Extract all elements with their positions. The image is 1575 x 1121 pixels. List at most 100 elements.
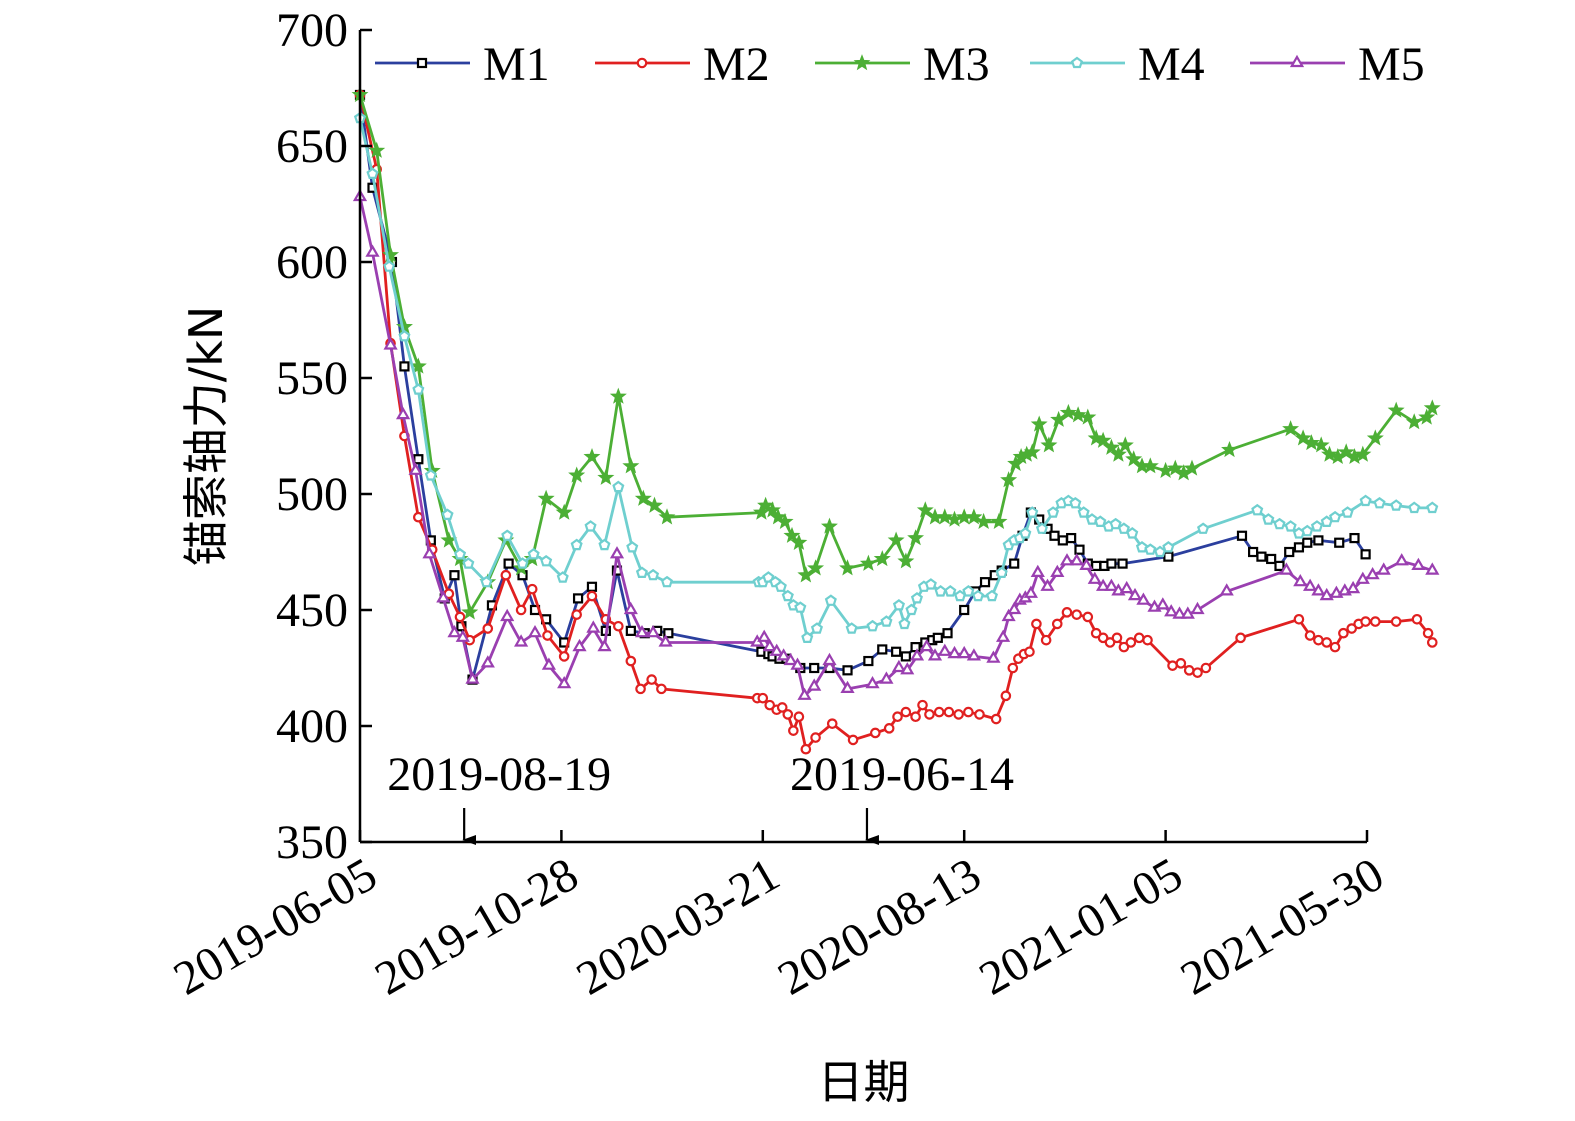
data-point [863, 655, 874, 667]
data-point [1133, 632, 1145, 644]
data-point [1000, 471, 1018, 488]
data-point [800, 743, 812, 755]
data-point [1274, 560, 1285, 572]
data-point [891, 659, 907, 673]
data-point [625, 655, 637, 667]
data-point [1360, 616, 1371, 627]
data-point [776, 702, 788, 713]
data-point [1411, 557, 1426, 570]
annotation: 2019-08-19 [387, 748, 611, 845]
y-tick-label: 350 [276, 816, 348, 869]
data-point [612, 480, 625, 493]
data-point [1405, 413, 1423, 430]
series-m4 [353, 111, 1439, 643]
data-point [634, 489, 652, 506]
data-point [1426, 637, 1438, 648]
annotation: 2019-06-14 [790, 748, 1014, 845]
data-point [793, 711, 805, 723]
data-point [1310, 520, 1324, 532]
data-point [975, 512, 993, 530]
data-point [1256, 551, 1267, 562]
data-point [572, 593, 584, 604]
data-point [1069, 406, 1087, 423]
data-point [1273, 517, 1286, 530]
data-point [995, 629, 1011, 642]
y-tick-label: 700 [276, 4, 348, 57]
data-point [966, 648, 982, 661]
data-point [461, 603, 479, 620]
data-point [586, 581, 598, 592]
legend-item-m4: M4 [1030, 38, 1205, 91]
data-point [597, 638, 612, 652]
data-point [1007, 454, 1025, 472]
data-point [932, 632, 943, 643]
data-point [880, 615, 893, 627]
data-point [790, 533, 808, 550]
data-point [527, 625, 543, 638]
data-point [1117, 558, 1128, 569]
data-point [597, 468, 615, 485]
legend-label: M5 [1358, 38, 1425, 91]
data-point [1000, 690, 1012, 702]
data-point [1162, 541, 1175, 553]
data-point [807, 678, 822, 691]
data-point [1166, 459, 1184, 476]
data-point [1355, 571, 1370, 584]
data-point [1345, 580, 1361, 594]
data-point [774, 580, 787, 592]
data-point [944, 585, 957, 597]
data-point [1094, 431, 1112, 448]
data-point [1164, 604, 1179, 617]
data-point [877, 644, 888, 655]
data-point [465, 671, 480, 684]
data-point [809, 662, 820, 674]
data-point [1354, 445, 1372, 462]
data-point [924, 578, 937, 590]
data-point [1109, 517, 1122, 530]
data-point [820, 517, 838, 534]
series-m3 [351, 86, 1441, 620]
y-tick-label: 400 [276, 700, 348, 753]
data-point [383, 337, 398, 350]
data-point [1111, 632, 1123, 644]
data-point [1394, 553, 1409, 566]
data-point [897, 552, 915, 569]
data-point [645, 496, 663, 513]
data-point [1183, 665, 1195, 676]
data-point [1284, 546, 1295, 558]
legend-marker [853, 54, 871, 71]
data-point [910, 592, 923, 604]
data-point [571, 609, 582, 620]
data-point [1301, 524, 1314, 537]
data-point [865, 676, 880, 689]
data-point [1408, 501, 1421, 514]
data-point [1312, 436, 1330, 453]
data-point [762, 638, 777, 652]
data-point [1262, 513, 1275, 525]
data-point [584, 520, 597, 532]
data-point [1049, 530, 1060, 541]
annotation-label: 2019-06-14 [790, 748, 1014, 801]
data-point [568, 466, 586, 483]
data-point [1085, 513, 1098, 525]
data-point [1282, 420, 1300, 437]
data-point [656, 683, 667, 695]
series-line-m1 [358, 94, 1367, 681]
data-point [583, 447, 601, 465]
legend-marker [636, 57, 648, 69]
data-point [1009, 558, 1020, 569]
data-point [892, 711, 903, 723]
data-point [1094, 515, 1107, 527]
y-tick-label: 450 [276, 584, 348, 637]
data-point [1117, 522, 1130, 534]
data-point [1293, 574, 1308, 587]
data-point [454, 611, 466, 623]
data-point [1035, 522, 1048, 534]
data-point [1125, 450, 1143, 467]
x-tick-label: 2021-01-05 [971, 848, 1191, 1006]
data-point [1346, 623, 1358, 634]
data-point [480, 655, 495, 668]
data-point [1390, 616, 1402, 627]
data-point [1426, 501, 1439, 514]
data-point [764, 501, 782, 518]
